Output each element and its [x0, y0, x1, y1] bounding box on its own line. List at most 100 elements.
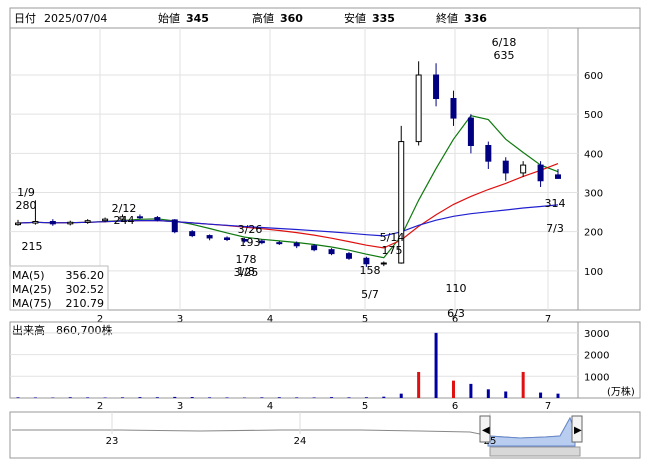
volume-x-ticks: 2 3 4 5 6 7 [97, 401, 551, 412]
high-label: 高値 [252, 11, 274, 25]
close-label: 終値 [436, 11, 458, 25]
volume-bar [278, 397, 281, 398]
volume-unit: (万株) [607, 385, 635, 398]
candle-body [207, 236, 212, 238]
close-value: 336 [464, 12, 487, 25]
chevron-right-icon: ▶ [574, 425, 582, 436]
ma5-label: MA(5) [12, 269, 45, 282]
volume-bar [121, 397, 124, 398]
low-label: 安値 [344, 11, 366, 25]
annotation-date: 3/26 [238, 223, 263, 236]
candle-body [434, 75, 439, 99]
candle-body [294, 243, 299, 245]
candle-body [68, 222, 73, 224]
annotation-date: 5/7 [361, 288, 379, 301]
annotation-value: 158 [360, 264, 381, 277]
candle-body [486, 146, 491, 162]
annotation-value: 175 [382, 244, 403, 257]
candle-body [364, 258, 369, 263]
ma5-value: 356.20 [66, 269, 105, 282]
price-tick-label: 600 [584, 71, 603, 82]
candle-body [33, 221, 38, 223]
volume-tick-label: 3000 [584, 329, 609, 340]
annotation-value: 110 [446, 282, 467, 295]
volume-bar [191, 397, 194, 398]
volume-bar [260, 397, 263, 398]
volume-bar [452, 381, 455, 398]
navigator-scrollbar[interactable] [490, 447, 580, 456]
ma25-label: MA(25) [12, 283, 52, 296]
annotation-value: 635 [494, 49, 515, 62]
price-panel [10, 8, 640, 310]
volume-value: 860,700株 [56, 323, 113, 337]
candle-body [137, 217, 142, 218]
candle-body [16, 223, 21, 225]
candle-body [468, 118, 473, 145]
volume-bar [435, 333, 438, 398]
candle-body [451, 99, 456, 119]
annotation-value: 280 [16, 199, 37, 212]
volume-bar [347, 397, 350, 398]
volume-tick-label: 2000 [584, 351, 609, 362]
candle-body [381, 263, 386, 264]
price-tick-label: 400 [584, 149, 603, 160]
date-label: 日付 [14, 12, 36, 25]
volume-bar [557, 394, 560, 398]
annotation-date: 7/3 [546, 222, 564, 235]
volume-bar [295, 397, 298, 398]
annotation-value: 193 [240, 236, 261, 249]
volume-bar [138, 397, 141, 398]
volume-bar [469, 384, 472, 398]
price-annotation: 3/25 [234, 266, 259, 279]
volume-bar [365, 397, 368, 398]
volume-bar [382, 397, 385, 398]
candle-body [312, 246, 317, 250]
annotation-value: 244 [114, 214, 135, 227]
volume-bar [522, 372, 525, 398]
open-label: 始値 [158, 11, 180, 25]
price-tick-label: 200 [584, 228, 603, 239]
annotation-date: 1/9 [17, 186, 35, 199]
volume-bar [17, 397, 20, 398]
chevron-left-icon: ◀ [482, 425, 490, 436]
volume-x-tick-label: 2 [97, 401, 103, 412]
volume-x-tick-label: 4 [267, 401, 273, 412]
candle-body [503, 161, 508, 173]
candle-body [416, 75, 421, 142]
volume-bar [330, 397, 333, 398]
volume-bar [69, 397, 72, 398]
annotation-date: 5/14 [380, 231, 405, 244]
ma-legend: MA(5) 356.20 MA(25) 302.52 MA(75) 210.79 [10, 266, 108, 310]
volume-x-tick-label: 6 [452, 401, 458, 412]
candle-body [538, 165, 543, 181]
candle-body [225, 238, 230, 240]
volume-bar [226, 397, 229, 398]
candle-body [556, 175, 561, 179]
volume-bar [34, 397, 37, 398]
volume-bar [86, 397, 89, 398]
price-tick-label: 300 [584, 189, 603, 200]
ma25-value: 302.52 [66, 283, 105, 296]
volume-x-tick-label: 5 [362, 401, 368, 412]
annotation-date: 6/18 [492, 36, 517, 49]
volume-bar [173, 397, 176, 398]
volume-bar [208, 397, 211, 398]
volume-x-tick-label: 3 [177, 401, 183, 412]
candle-body [155, 218, 160, 220]
volume-x-tick-label: 7 [545, 401, 551, 412]
annotation-value: 314 [545, 197, 566, 210]
ma75-value: 210.79 [66, 297, 105, 310]
candle-body [190, 232, 195, 236]
candle-body [85, 221, 90, 223]
candle-body [50, 221, 55, 223]
price-tick-label: 100 [584, 267, 603, 278]
volume-bar [313, 397, 316, 398]
candle-body [172, 220, 177, 232]
candle-body [521, 165, 526, 173]
volume-bar [504, 391, 507, 398]
